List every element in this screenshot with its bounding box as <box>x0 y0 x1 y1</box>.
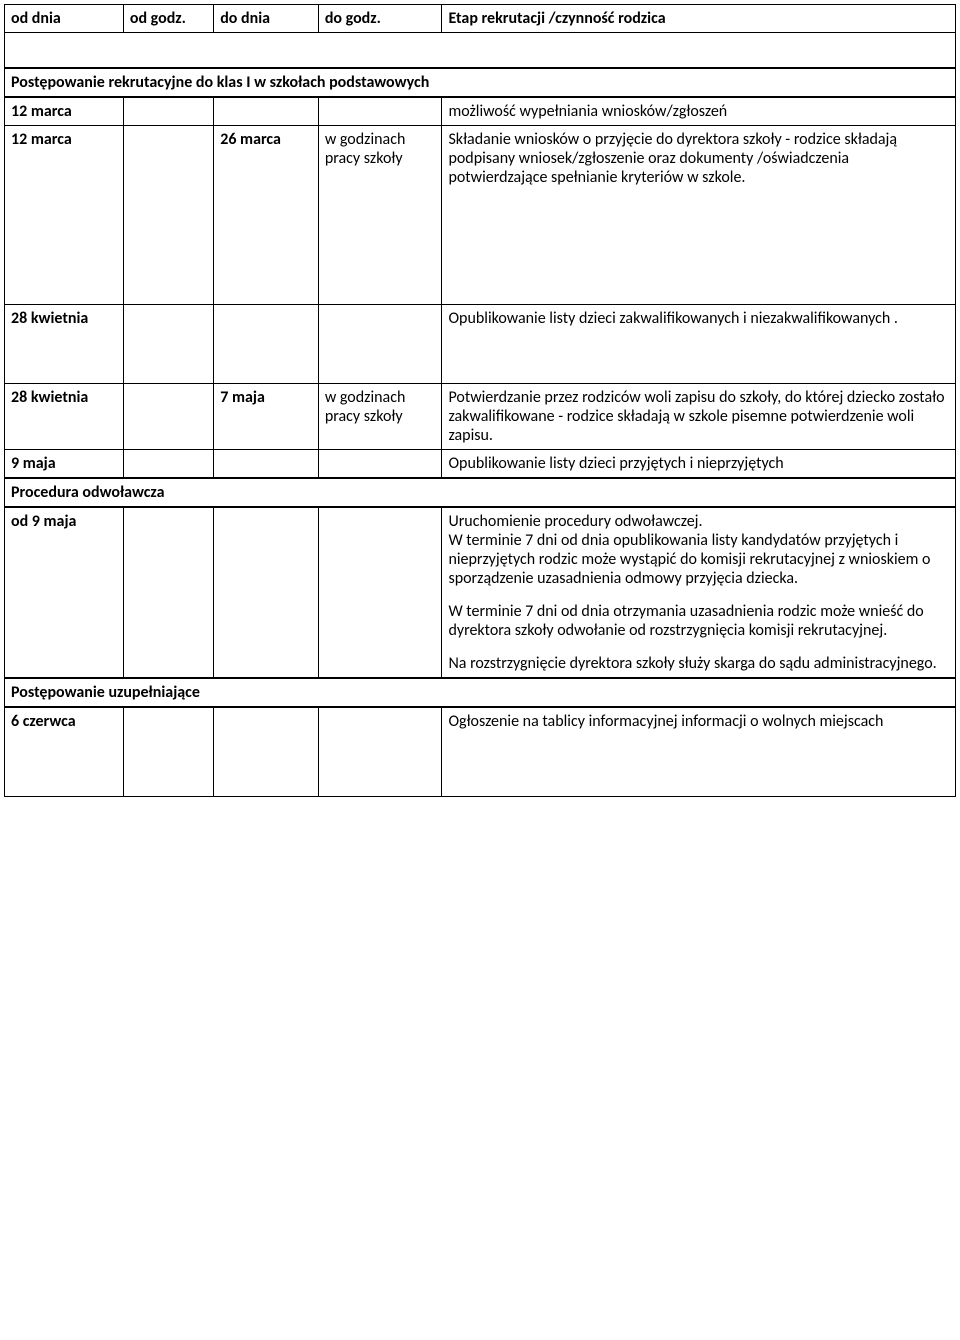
cell-od-godz <box>123 126 213 305</box>
cell-od-godz <box>123 450 213 479</box>
blank-row <box>5 33 956 69</box>
cell-etap: Uruchomienie procedury odwoławczej. W te… <box>442 507 956 678</box>
cell-do-dnia <box>214 97 319 126</box>
cell-etap: Opublikowanie listy dzieci przyjętych i … <box>442 450 956 479</box>
section-title: Postępowanie uzupełniające <box>5 678 956 707</box>
header-od-dnia: od dnia <box>5 5 124 33</box>
para: W terminie 7 dni od dnia otrzymania uzas… <box>448 602 949 640</box>
cell-do-godz: w godzinach pracy szkoły <box>318 384 442 450</box>
cell-do-godz <box>318 450 442 479</box>
section-row: Procedura odwoławcza <box>5 478 956 507</box>
cell-od-godz <box>123 707 213 797</box>
cell-od-dnia: 28 kwietnia <box>5 305 124 384</box>
table-row: 6 czerwca Ogłoszenie na tablicy informac… <box>5 707 956 797</box>
cell-do-godz <box>318 507 442 678</box>
cell-do-godz <box>318 97 442 126</box>
para: Na rozstrzygnięcie dyrektora szkoły służ… <box>448 654 949 673</box>
table-row: 9 maja Opublikowanie listy dzieci przyję… <box>5 450 956 479</box>
cell-od-godz <box>123 384 213 450</box>
cell-od-dnia: 6 czerwca <box>5 707 124 797</box>
table-row: 28 kwietnia Opublikowanie listy dzieci z… <box>5 305 956 384</box>
header-etap: Etap rekrutacji /czynność rodzica <box>442 5 956 33</box>
table-header-row: od dnia od godz. do dnia do godz. Etap r… <box>5 5 956 33</box>
table-row: 12 marca 26 marca w godzinach pracy szko… <box>5 126 956 305</box>
cell-do-dnia: 26 marca <box>214 126 319 305</box>
cell-do-dnia <box>214 707 319 797</box>
cell-etap: Ogłoszenie na tablicy informacyjnej info… <box>442 707 956 797</box>
cell-od-dnia: od 9 maja <box>5 507 124 678</box>
cell-etap: Potwierdzanie przez rodziców woli zapisu… <box>442 384 956 450</box>
cell-od-dnia: 12 marca <box>5 97 124 126</box>
cell-do-dnia: 7 maja <box>214 384 319 450</box>
table-row: 12 marca możliwość wypełniania wniosków/… <box>5 97 956 126</box>
section-title: Procedura odwoławcza <box>5 478 956 507</box>
cell-od-dnia: 12 marca <box>5 126 124 305</box>
header-do-dnia: do dnia <box>214 5 319 33</box>
section-row: Postępowanie rekrutacyjne do klas I w sz… <box>5 68 956 97</box>
cell-do-godz <box>318 707 442 797</box>
table-row: 28 kwietnia 7 maja w godzinach pracy szk… <box>5 384 956 450</box>
cell-do-dnia <box>214 305 319 384</box>
blank-cell <box>5 33 956 69</box>
section-title: Postępowanie rekrutacyjne do klas I w sz… <box>5 68 956 97</box>
recruitment-table: od dnia od godz. do dnia do godz. Etap r… <box>4 4 956 797</box>
cell-etap: Opublikowanie listy dzieci zakwalifikowa… <box>442 305 956 384</box>
cell-od-dnia: 28 kwietnia <box>5 384 124 450</box>
cell-do-godz: w godzinach pracy szkoły <box>318 126 442 305</box>
cell-od-dnia: 9 maja <box>5 450 124 479</box>
table-row: od 9 maja Uruchomienie procedury odwoław… <box>5 507 956 678</box>
para: Uruchomienie procedury odwoławczej. W te… <box>448 512 949 588</box>
cell-etap: Składanie wniosków o przyjęcie do dyrekt… <box>442 126 956 305</box>
header-do-godz: do godz. <box>318 5 442 33</box>
header-od-godz: od godz. <box>123 5 213 33</box>
cell-do-godz <box>318 305 442 384</box>
section-row: Postępowanie uzupełniające <box>5 678 956 707</box>
cell-od-godz <box>123 97 213 126</box>
cell-do-dnia <box>214 450 319 479</box>
cell-do-dnia <box>214 507 319 678</box>
cell-od-godz <box>123 507 213 678</box>
cell-od-godz <box>123 305 213 384</box>
cell-etap: możliwość wypełniania wniosków/zgłoszeń <box>442 97 956 126</box>
